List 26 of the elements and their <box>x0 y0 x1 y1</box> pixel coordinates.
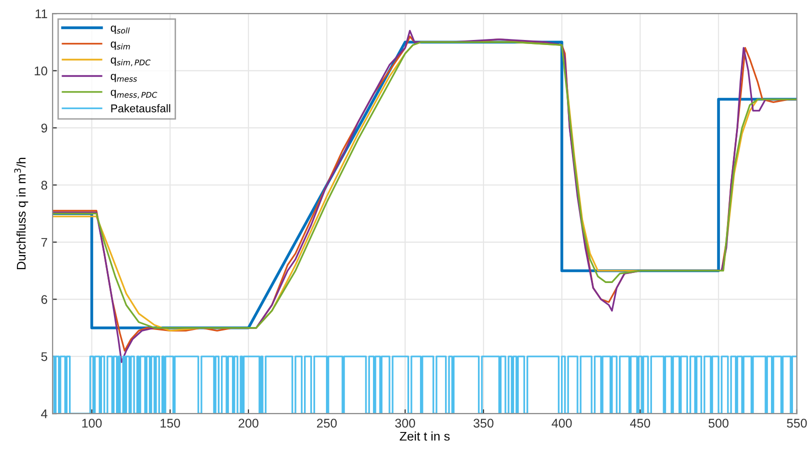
x-tick-label: 100 <box>82 418 102 428</box>
y-tick-label: 8 <box>41 180 48 190</box>
legend-label: q$_{mess}$ <box>110 74 137 82</box>
x-tick-label: 500 <box>708 418 728 428</box>
x-tick-label: 550 <box>786 418 807 428</box>
y-tick-label: 4 <box>41 410 48 418</box>
legend-label: q$_{soll}$ <box>110 26 130 34</box>
y-tick-label: 5 <box>41 352 48 362</box>
x-tick-label: 150 <box>160 418 180 428</box>
legend-label: q$_{sim,PDC}$ <box>110 57 151 66</box>
x-tick-label: 400 <box>552 418 572 428</box>
x-axis-title: Zeit t in s <box>400 431 450 441</box>
legend-label: q$_{sim}$ <box>110 42 130 50</box>
y-tick-label: 9 <box>41 124 48 133</box>
x-tick-label: 300 <box>395 418 416 428</box>
y-axis-title: Durchfluss q in m$^{3}$/h <box>14 158 28 270</box>
x-tick-label: 450 <box>630 418 650 428</box>
x-tick-label: 250 <box>316 418 337 428</box>
legend-label: q$_{mess,PDC}$ <box>110 90 158 99</box>
y-tick-label: 6 <box>41 295 48 304</box>
legend-label: Paketausfall <box>111 104 170 112</box>
x-tick-label: 350 <box>474 418 494 428</box>
x-tick-label: 200 <box>238 418 258 428</box>
y-tick-label: 10 <box>34 66 48 76</box>
y-tick-label: 11 <box>36 9 48 18</box>
y-tick-label: 7 <box>41 238 48 247</box>
